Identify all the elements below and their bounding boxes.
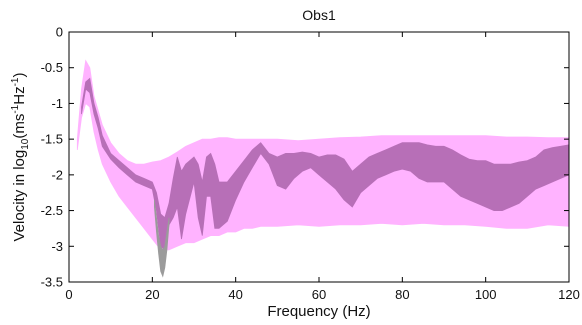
y-axis-label-mid: (ms	[11, 114, 28, 139]
x-axis: 0 20 40 60 80 100 120	[65, 32, 580, 302]
x-tick-label: 80	[395, 287, 409, 302]
y-tick-label: -0.5	[41, 60, 63, 75]
y-tick-label: -2	[51, 167, 63, 182]
band-outer	[76, 59, 570, 251]
x-tick-label: 120	[558, 287, 580, 302]
y-axis-label-sup1: -1	[10, 104, 21, 113]
x-tick-label: 0	[65, 287, 72, 302]
y-axis-label: Velocity in log10(ms-1Hz-1)	[10, 72, 31, 241]
y-axis-label-sup2: -1	[10, 77, 21, 86]
y-axis-label-sub: 10	[20, 138, 31, 150]
x-tick-label: 60	[312, 287, 326, 302]
x-tick-label: 20	[145, 287, 159, 302]
chart-title: Obs1	[302, 7, 336, 23]
y-axis-label-suffix: )	[11, 72, 28, 77]
band-gray	[153, 199, 170, 278]
y-axis-label-mid2: Hz	[11, 86, 28, 104]
y-tick-label: 0	[56, 25, 63, 40]
y-tick-label: -1.5	[41, 132, 63, 147]
y-tick-label: -3.5	[41, 275, 63, 290]
y-axis-label-prefix: Velocity in log	[11, 150, 28, 242]
x-tick-label: 100	[475, 287, 497, 302]
plot-area	[76, 59, 570, 278]
x-tick-label: 40	[228, 287, 242, 302]
x-axis-label: Frequency (Hz)	[267, 303, 370, 320]
y-axis: 0 -0.5 -1 -1.5 -2 -2.5 -3 -3.5	[41, 25, 569, 290]
y-tick-label: -2.5	[41, 203, 63, 218]
y-tick-label: -1	[51, 96, 63, 111]
y-tick-label: -3	[51, 239, 63, 254]
